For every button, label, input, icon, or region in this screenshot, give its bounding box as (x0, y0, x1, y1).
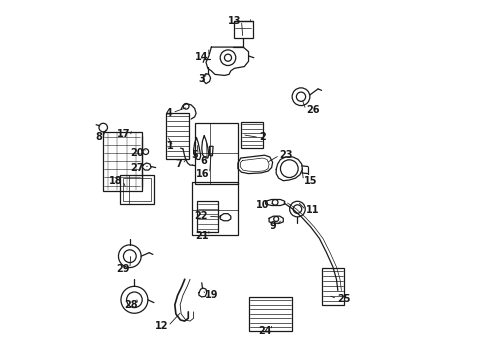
Text: 29: 29 (116, 264, 130, 274)
Text: 6: 6 (200, 156, 207, 166)
Text: 4: 4 (166, 108, 172, 118)
Text: 27: 27 (130, 163, 144, 172)
Text: 1: 1 (167, 141, 173, 151)
Text: 12: 12 (154, 321, 168, 331)
Text: 21: 21 (196, 231, 209, 241)
Bar (242, 122, 263, 148)
Text: 28: 28 (124, 300, 138, 310)
Text: 20: 20 (130, 148, 144, 158)
Text: 26: 26 (306, 105, 319, 115)
Text: 5: 5 (192, 150, 198, 160)
Text: 17: 17 (118, 129, 131, 139)
Text: 23: 23 (280, 150, 293, 160)
Bar (234, 21, 253, 38)
Text: 19: 19 (205, 290, 219, 300)
Bar (248, 297, 292, 330)
Bar (166, 113, 189, 159)
Bar (123, 178, 151, 201)
Bar (102, 132, 142, 191)
Text: 25: 25 (337, 294, 351, 304)
Text: 13: 13 (228, 15, 242, 26)
Text: 14: 14 (196, 51, 209, 62)
Bar (196, 123, 238, 184)
Text: 11: 11 (306, 205, 319, 215)
Text: 7: 7 (175, 159, 182, 169)
Text: 8: 8 (96, 132, 102, 143)
Text: 15: 15 (303, 176, 317, 186)
Bar (192, 183, 238, 235)
Bar (197, 201, 219, 233)
Text: 18: 18 (109, 176, 122, 186)
Text: 10: 10 (256, 200, 269, 210)
Text: 3: 3 (198, 74, 205, 84)
Text: 2: 2 (259, 132, 266, 143)
Bar (120, 175, 154, 204)
Text: 24: 24 (258, 326, 271, 336)
Bar (322, 267, 344, 305)
Text: 9: 9 (270, 221, 276, 231)
Text: 16: 16 (196, 168, 210, 179)
Text: 22: 22 (194, 211, 208, 221)
